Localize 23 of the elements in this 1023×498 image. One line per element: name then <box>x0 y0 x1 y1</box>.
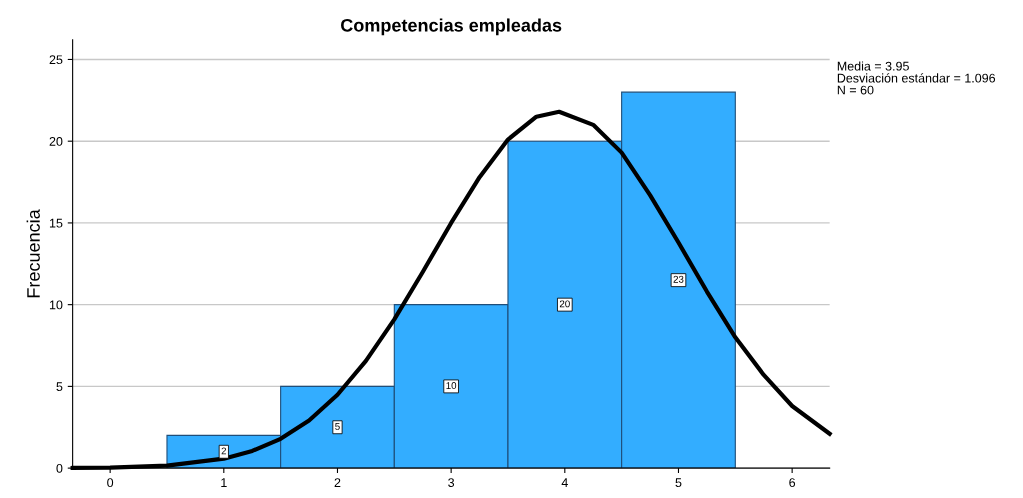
x-tick-label: 3 <box>448 478 455 488</box>
y-tick-label: 5 <box>56 382 63 392</box>
data-label: 23 <box>673 275 684 283</box>
chart-title: Competencias empleadas <box>341 18 562 36</box>
y-axis-title: Frecuencia <box>26 209 40 298</box>
data-label: 5 <box>335 423 340 430</box>
data-label: 20 <box>559 300 570 308</box>
data-label: 2 <box>221 447 227 455</box>
y-tick-label: 0 <box>56 463 63 473</box>
text: Desviación estándar = 1.096 <box>837 73 996 83</box>
y-tick-label: 10 <box>49 300 63 310</box>
x-tick-label: 2 <box>334 478 341 487</box>
x-tick-label: 1 <box>221 478 227 487</box>
text: N = 60 <box>837 85 874 95</box>
text: Media = 3.95 <box>837 61 909 71</box>
y-tick-label: 15 <box>49 218 63 228</box>
x-tick-label: 6 <box>789 478 796 488</box>
x-tick-label: 4 <box>561 478 568 487</box>
x-tick-label: 5 <box>675 478 682 488</box>
y-tick-label: 20 <box>49 136 63 146</box>
x-tick-label: 0 <box>107 478 114 488</box>
data-label: 10 <box>446 382 457 389</box>
y-tick-label: 25 <box>49 55 63 65</box>
